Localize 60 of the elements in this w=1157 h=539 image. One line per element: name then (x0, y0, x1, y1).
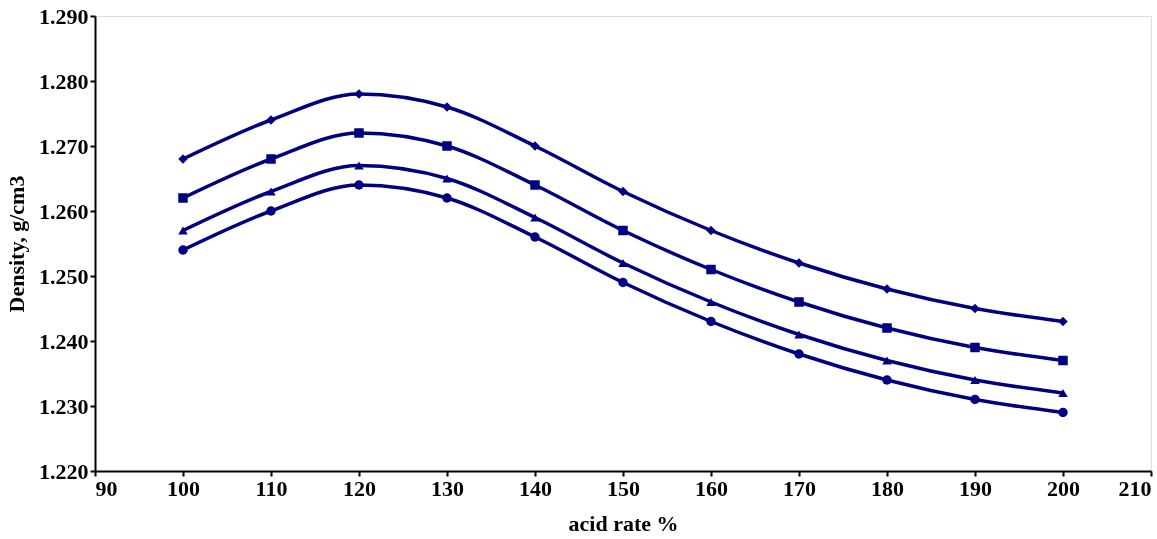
y-tick-label: 1.250 (39, 263, 89, 289)
point (882, 323, 892, 333)
point (1058, 316, 1068, 327)
point (794, 330, 804, 339)
x-tick-label: 110 (255, 475, 288, 501)
point (970, 394, 980, 405)
point (618, 186, 628, 197)
point (618, 225, 628, 236)
x-tick-label: 120 (343, 475, 376, 501)
point (178, 193, 188, 203)
y-axis-title: Density, g/cm3 (4, 175, 29, 313)
point (354, 161, 364, 170)
point (530, 180, 540, 190)
point (442, 174, 452, 183)
x-tick-label: 210 (1118, 475, 1152, 501)
point (794, 297, 804, 307)
y-tick-label: 1.220 (39, 458, 89, 484)
point (530, 232, 540, 242)
point (1058, 355, 1068, 366)
point (970, 375, 980, 385)
point (618, 258, 628, 268)
y-tick-label: 1.280 (39, 68, 89, 94)
y-tick-label: 1.270 (39, 133, 89, 159)
x-tick-label: 190 (959, 475, 992, 501)
point (970, 342, 980, 353)
point (618, 277, 628, 288)
point (794, 349, 804, 359)
point (266, 187, 276, 196)
point (442, 193, 452, 203)
x-axis-title: acid rate % (568, 510, 679, 536)
point (882, 375, 892, 385)
x-tick-label: 90 (95, 475, 118, 501)
point (354, 128, 364, 138)
point (706, 264, 716, 275)
point (882, 356, 892, 365)
x-tick-label: 140 (519, 475, 552, 501)
point (706, 225, 716, 236)
x-tick-label: 200 (1047, 475, 1080, 501)
point (442, 141, 452, 151)
y-tick-label: 1.260 (39, 198, 89, 224)
y-tick-label: 1.290 (39, 3, 89, 29)
x-tick-label: 170 (783, 475, 816, 501)
point (266, 154, 276, 164)
x-tick-label: 160 (695, 475, 728, 501)
x-tick-label: 100 (167, 475, 200, 501)
x-tick-label: 130 (431, 475, 464, 501)
point (706, 297, 716, 307)
point (1058, 407, 1068, 418)
point (706, 316, 716, 327)
point (178, 226, 188, 235)
x-tick-label: 150 (607, 475, 640, 501)
x-tick-label: 180 (871, 475, 904, 501)
y-tick-label: 1.240 (39, 328, 89, 354)
point (970, 303, 980, 314)
y-tick-label: 1.230 (39, 393, 89, 419)
point (178, 245, 188, 255)
point (354, 180, 364, 190)
point (266, 206, 276, 216)
point (530, 213, 540, 222)
point (1058, 388, 1068, 398)
